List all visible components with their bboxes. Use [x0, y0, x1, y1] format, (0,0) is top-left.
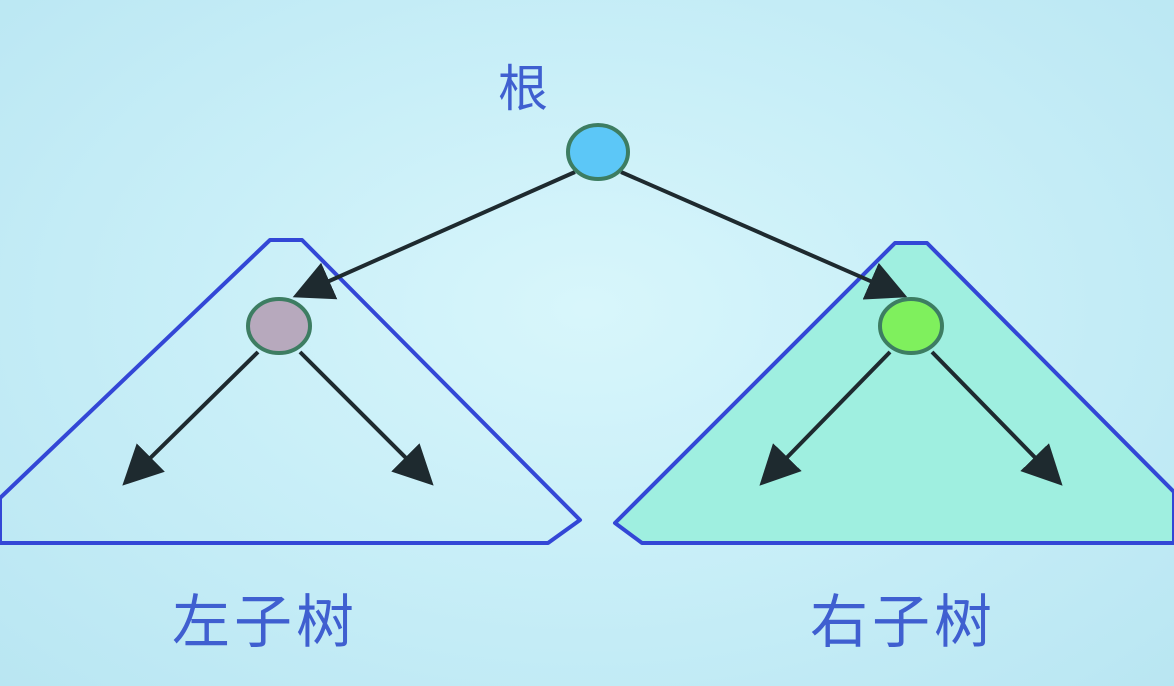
left-child-node [246, 297, 312, 355]
root-to-left-edge [292, 170, 576, 300]
root-to-right-edge [620, 170, 908, 300]
root-label: 根 [498, 60, 548, 118]
right-child-right-edge [930, 350, 1063, 486]
left-subtree-label: 左子树 [172, 588, 359, 656]
root-node [566, 123, 630, 181]
right-child-left-edge [759, 350, 892, 486]
right-child-node [878, 297, 944, 355]
left-child-left-edge [122, 350, 260, 486]
left-subtree-triangle [0, 238, 582, 545]
left-child-right-edge [298, 350, 434, 486]
right-subtree-label: 右子树 [810, 588, 997, 656]
right-subtree-triangle [613, 241, 1174, 545]
